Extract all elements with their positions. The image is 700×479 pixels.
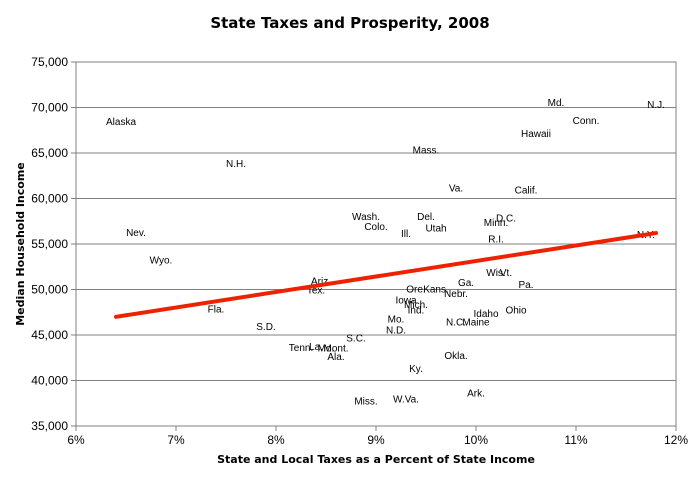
point-label: Wyo. bbox=[150, 255, 173, 266]
point-label: Ohio bbox=[505, 306, 527, 317]
point-label: Wash. bbox=[352, 212, 380, 223]
x-tick-label: 8% bbox=[267, 433, 285, 447]
point-label: Mass. bbox=[413, 145, 440, 156]
data-labels: Alaska N.H. Nev. Wyo. Fla. S.D. Ariz.Tex. Tenn.… bbox=[106, 98, 665, 407]
point-label: Ariz. bbox=[311, 276, 331, 287]
point-label: W.Va. bbox=[393, 395, 419, 406]
point-label: Mo. bbox=[388, 315, 405, 326]
point-label: Iowa bbox=[395, 296, 417, 307]
point-label: Miss. bbox=[354, 397, 377, 408]
y-tick-label: 55,000 bbox=[31, 237, 68, 251]
point-label: Maine bbox=[462, 317, 490, 328]
point-label: Del. bbox=[417, 212, 435, 223]
y-axis-ticks: 35,000 40,000 45,000 50,000 55,000 60,000 65,0… bbox=[31, 55, 76, 433]
y-axis-title: Median Household Income bbox=[14, 162, 27, 326]
y-tick-label: 65,000 bbox=[31, 146, 68, 160]
point-label: Ga. bbox=[458, 278, 474, 289]
point-label: Wis. bbox=[486, 268, 505, 279]
point-label: S.D. bbox=[256, 322, 275, 333]
x-tick-label: 6% bbox=[67, 433, 85, 447]
point-label: D.C. bbox=[496, 214, 516, 225]
point-label: Tex. bbox=[307, 286, 325, 297]
point-label: Minn. bbox=[484, 218, 508, 229]
point-label: Mont. bbox=[323, 344, 348, 355]
point-label: Kans. bbox=[423, 285, 449, 296]
point-label: N.D. bbox=[386, 326, 406, 337]
point-label: Okla. bbox=[444, 351, 467, 362]
point-label: Ill. bbox=[401, 229, 411, 240]
chart-title: State Taxes and Prosperity, 2008 bbox=[210, 14, 489, 32]
y-tick-label: 50,000 bbox=[31, 283, 68, 297]
x-tick-label: 11% bbox=[564, 433, 587, 447]
x-axis-title: State and Local Taxes as a Percent of St… bbox=[217, 453, 535, 466]
point-label: Vt. bbox=[500, 268, 512, 279]
point-label: Md. bbox=[548, 98, 565, 109]
x-tick-label: 10% bbox=[464, 433, 488, 447]
y-tick-label: 35,000 bbox=[31, 419, 68, 433]
y-tick-label: 60,000 bbox=[31, 192, 68, 206]
point-label: Alaska bbox=[106, 117, 136, 128]
point-label: Ark. bbox=[467, 388, 485, 399]
x-axis-ticks: 6% 7% 8% 9% 10% 11% 12% bbox=[67, 426, 688, 447]
point-label: N.J. bbox=[647, 100, 665, 111]
point-label: Ore. bbox=[406, 285, 425, 296]
point-label: Mich. bbox=[404, 300, 428, 311]
point-label: Ky. bbox=[409, 364, 423, 375]
point-label: Tenn. bbox=[289, 343, 313, 354]
point-label: N.H. bbox=[226, 159, 246, 170]
point-label: Va. bbox=[449, 184, 463, 195]
point-label: Calif. bbox=[515, 185, 538, 196]
y-tick-label: 40,000 bbox=[31, 374, 68, 388]
point-label: Utah bbox=[425, 224, 446, 235]
y-tick-label: 75,000 bbox=[31, 55, 68, 69]
trendline bbox=[114, 231, 658, 319]
point-label: R.I. bbox=[488, 235, 504, 246]
point-label: Ala. bbox=[327, 352, 344, 363]
point-label: Idaho bbox=[473, 309, 498, 320]
point-label: N.C. bbox=[446, 317, 466, 328]
point-label: Fla. bbox=[208, 305, 225, 316]
y-tick-label: 70,000 bbox=[31, 101, 68, 115]
point-label: Nev. bbox=[126, 228, 146, 239]
x-tick-label: 9% bbox=[367, 433, 385, 447]
point-label: Mo. bbox=[318, 344, 335, 355]
point-label: Hawaii bbox=[521, 129, 551, 140]
x-tick-label: 7% bbox=[167, 433, 185, 447]
point-label: Pa. bbox=[518, 280, 533, 291]
point-label: Conn. bbox=[573, 116, 600, 127]
point-label: La. bbox=[309, 342, 323, 353]
point-label: Colo. bbox=[364, 222, 387, 233]
y-tick-label: 45,000 bbox=[31, 328, 68, 342]
point-label: S.C. bbox=[346, 334, 365, 345]
point-label: Ind. bbox=[408, 306, 425, 317]
point-label: Nebr. bbox=[444, 289, 468, 300]
x-tick-label: 12% bbox=[664, 433, 688, 447]
